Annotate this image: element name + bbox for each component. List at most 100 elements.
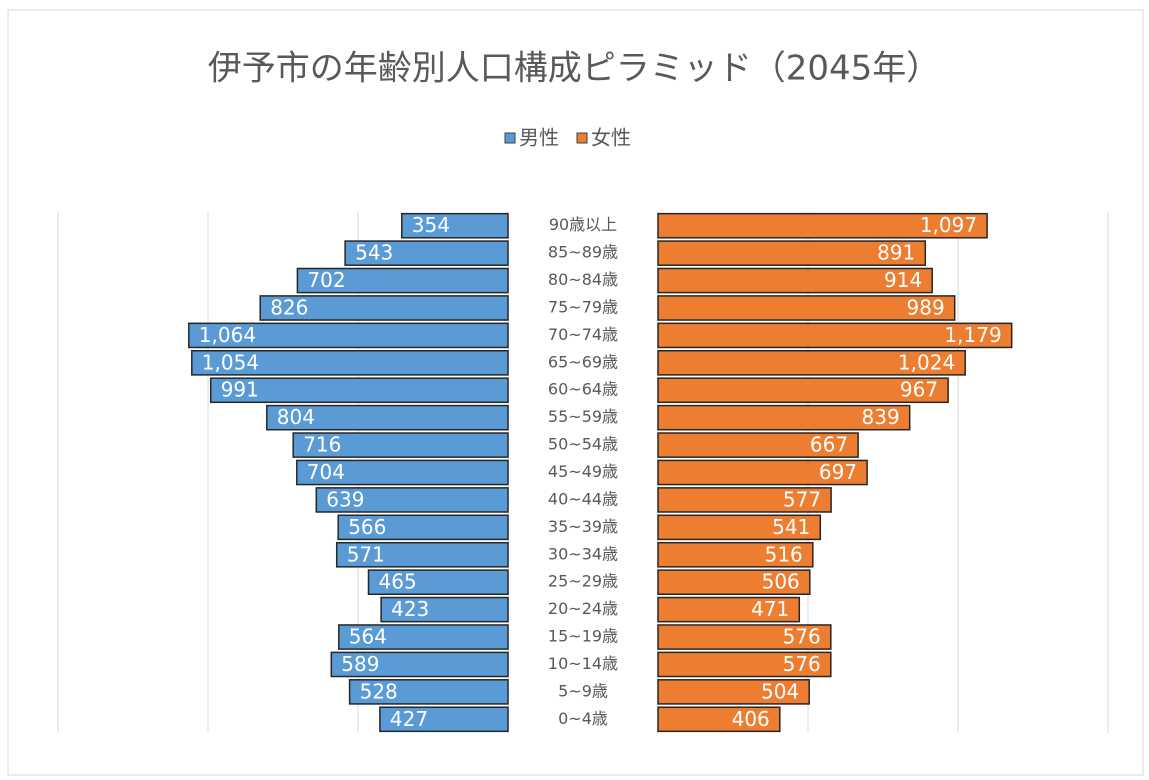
y-tick-label: 35~39歳 xyxy=(548,517,618,536)
bar xyxy=(338,624,509,650)
bar xyxy=(657,514,822,541)
legend-label: 男性 xyxy=(519,126,559,150)
bar xyxy=(292,432,509,458)
y-tick-label: 55~59歳 xyxy=(548,407,618,426)
legend-label: 女性 xyxy=(591,126,631,150)
data-label: 702 xyxy=(307,268,345,292)
bar xyxy=(188,322,509,349)
data-label: 528 xyxy=(360,679,398,703)
data-label: 566 xyxy=(348,515,386,539)
data-label: 471 xyxy=(751,597,789,621)
bar xyxy=(380,596,509,623)
data-label: 667 xyxy=(810,433,848,457)
bar xyxy=(657,404,911,431)
bar xyxy=(315,487,509,513)
data-label: 989 xyxy=(907,295,945,319)
y-tick-label: 0~4歳 xyxy=(558,709,608,728)
bar xyxy=(296,459,509,486)
data-label: 576 xyxy=(783,625,821,649)
data-label: 1,054 xyxy=(202,350,259,374)
y-tick-label: 50~54歳 xyxy=(548,435,618,454)
data-label: 506 xyxy=(762,570,800,594)
bar xyxy=(657,679,810,705)
y-tick-label: 70~74歳 xyxy=(548,325,618,344)
data-label: 589 xyxy=(341,652,379,676)
data-label: 639 xyxy=(326,487,364,511)
bar xyxy=(296,267,509,294)
data-label: 1,179 xyxy=(944,323,1001,347)
bar xyxy=(401,212,509,239)
y-tick-label: 20~24歳 xyxy=(548,599,618,618)
bar xyxy=(657,541,814,568)
bar xyxy=(344,240,509,266)
chart-title: 伊予市の年齢別人口構成ピラミッド（2045年） xyxy=(208,49,941,89)
data-label: 1,064 xyxy=(199,323,256,347)
data-label: 1,024 xyxy=(898,350,955,374)
y-tick-label: 65~69歳 xyxy=(548,352,618,371)
data-label: 891 xyxy=(877,241,915,265)
data-label: 406 xyxy=(732,707,770,731)
data-label: 423 xyxy=(391,597,429,621)
bar xyxy=(367,569,509,595)
legend-swatch xyxy=(576,132,588,144)
data-label: 427 xyxy=(390,707,428,731)
bar xyxy=(657,350,966,376)
y-tick-label: 10~14歳 xyxy=(548,654,618,673)
bar xyxy=(330,651,509,678)
y-tick-label: 80~84歳 xyxy=(548,270,618,289)
bar xyxy=(209,377,509,404)
y-tick-label: 5~9歳 xyxy=(558,681,608,700)
data-label: 716 xyxy=(303,433,341,457)
bar xyxy=(266,404,509,431)
bar xyxy=(657,596,801,623)
bar xyxy=(657,267,933,294)
data-label: 571 xyxy=(347,542,385,566)
y-tick-label: 90歳以上 xyxy=(549,215,617,234)
bar xyxy=(657,651,832,678)
data-label: 697 xyxy=(819,460,857,484)
bar xyxy=(379,706,509,733)
bar xyxy=(348,679,509,705)
data-label: 704 xyxy=(307,460,345,484)
bar xyxy=(657,240,927,266)
data-label: 564 xyxy=(349,625,387,649)
bar xyxy=(657,432,859,458)
data-label: 541 xyxy=(772,515,810,539)
data-label: 576 xyxy=(783,652,821,676)
data-label: 839 xyxy=(862,405,900,429)
y-tick-label: 30~34歳 xyxy=(548,544,618,563)
data-label: 914 xyxy=(884,268,922,292)
bar xyxy=(657,569,811,595)
y-tick-label: 75~79歳 xyxy=(548,297,618,316)
y-tick-label: 15~19歳 xyxy=(548,627,618,646)
bar xyxy=(191,350,509,376)
chart-frame xyxy=(7,9,1144,776)
data-label: 804 xyxy=(277,405,315,429)
bar xyxy=(657,212,988,239)
data-label: 504 xyxy=(761,679,799,703)
y-tick-label: 25~29歳 xyxy=(548,572,618,591)
y-tick-label: 40~44歳 xyxy=(548,489,618,508)
bar xyxy=(657,706,781,733)
data-label: 991 xyxy=(221,378,259,402)
data-label: 967 xyxy=(900,378,938,402)
bar xyxy=(657,459,868,486)
legend-swatch xyxy=(504,132,516,144)
bar xyxy=(657,322,1013,349)
data-label: 354 xyxy=(412,213,450,237)
bar xyxy=(657,377,949,404)
y-tick-label: 60~64歳 xyxy=(548,380,618,399)
bar xyxy=(657,487,832,513)
data-label: 826 xyxy=(270,295,308,319)
data-label: 577 xyxy=(783,487,821,511)
data-label: 465 xyxy=(379,570,417,594)
data-label: 1,097 xyxy=(920,213,977,237)
bar xyxy=(337,514,509,541)
y-tick-label: 85~89歳 xyxy=(548,243,618,262)
data-label: 543 xyxy=(355,241,393,265)
bar xyxy=(657,624,832,650)
bar xyxy=(657,295,956,321)
y-tick-label: 45~49歳 xyxy=(548,462,618,481)
bar xyxy=(335,541,509,568)
